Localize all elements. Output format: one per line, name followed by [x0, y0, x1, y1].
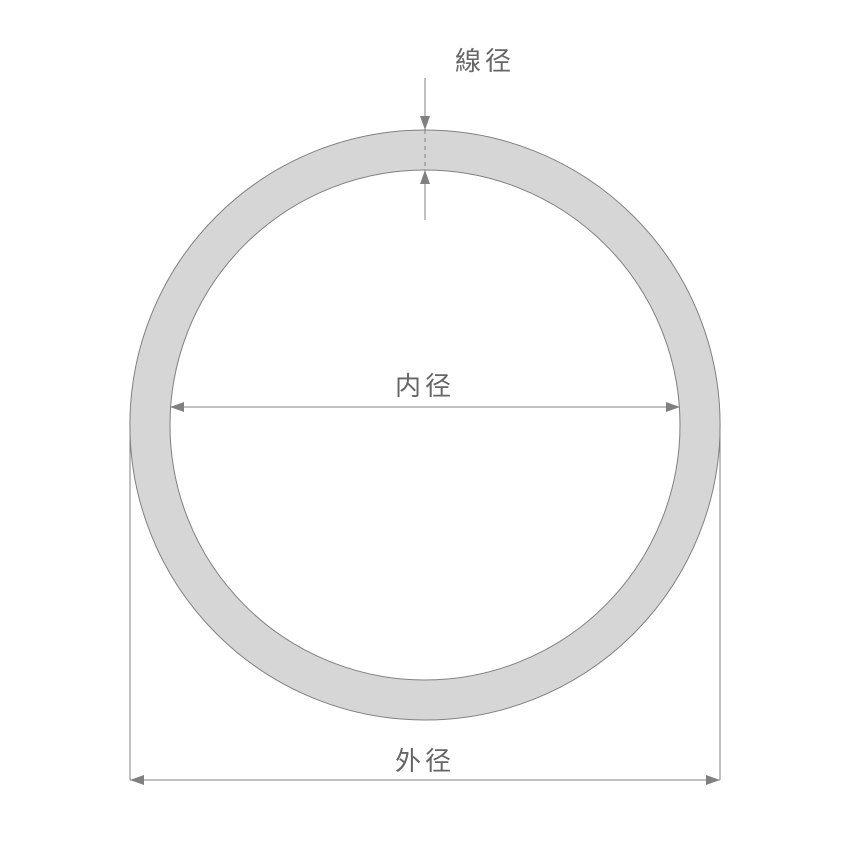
wire-diameter-label: 線径	[455, 46, 515, 76]
inner-diameter-label: 内径	[395, 371, 455, 401]
ring-dimension-diagram: 内径外径 線径	[0, 0, 850, 850]
outer-diameter-label: 外径	[395, 746, 455, 776]
